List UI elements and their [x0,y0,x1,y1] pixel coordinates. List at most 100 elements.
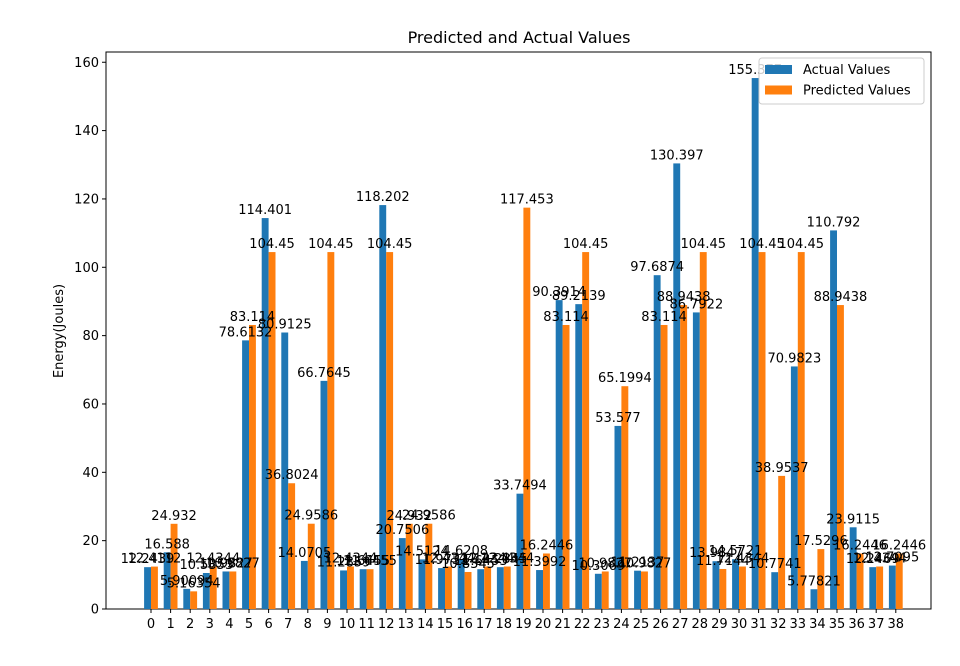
x-tick-label: 33 [790,617,807,632]
predicted-value-label: 88.9438 [814,290,868,305]
x-tick-label: 21 [554,617,571,632]
predicted-value-label: 104.45 [367,237,413,252]
predicted-value-bar [739,566,746,609]
x-tick-label: 26 [652,617,669,632]
x-tick-label: 13 [398,617,415,632]
predicted-value-bar [484,566,492,609]
predicted-value-label: 12.4344 [461,552,515,567]
x-tick-label: 29 [711,617,728,632]
x-tick-label: 14 [417,617,434,632]
predicted-value-label: 11.6455 [343,554,397,569]
predicted-value-label: 10.8345 [441,557,495,572]
actual-value-bar [261,218,269,610]
x-tick-label: 0 [147,617,155,632]
actual-value-bar [555,300,563,609]
actual-value-bar [732,559,739,609]
y-tick-label: 40 [82,466,99,481]
actual-value-label: 11.3992 [513,555,567,570]
actual-value-label: 11.6453 [454,554,508,569]
x-tick-label: 20 [535,617,552,632]
predicted-value-bar [151,566,158,609]
actual-value-label: 23.9115 [826,512,880,527]
predicted-value-label: 65.1994 [598,371,652,386]
predicted-value-label: 5.16354 [167,576,221,591]
predicted-value-bar [464,571,472,609]
predicted-value-bar [366,569,374,609]
x-tick-label: 38 [888,617,905,632]
predicted-value-label: 12.4344 [186,552,240,567]
actual-value-bar [398,538,406,609]
predicted-value-bar [837,305,844,609]
actual-value-bar [496,567,504,609]
predicted-value-label: 10.9827 [578,556,632,571]
actual-value-bar [477,569,485,609]
actual-value-label: 5.77821 [787,574,841,589]
actual-value-bar [830,230,837,609]
predicted-value-label: 12.4344 [716,552,770,567]
x-tick-label: 36 [848,617,865,632]
actual-value-bar [536,570,543,609]
actual-value-label: 10.5353 [179,558,233,573]
y-axis: 0 20 40 60 80 100 120 140 160 [74,56,106,618]
actual-value-bar [183,588,191,609]
data-labels-layer: 12.243916.5885.9009410.535310.982778.613… [121,63,926,591]
x-tick-label: 4 [225,617,233,632]
actual-value-bar [634,570,641,609]
predicted-value-label: 24.9586 [284,509,338,524]
predicted-value-bar [680,305,688,609]
predicted-value-bar [503,566,511,609]
actual-value-bar [712,561,720,609]
actual-value-bar [457,559,465,609]
actual-value-label: 11.2859 [317,555,371,570]
actual-value-bar [849,527,857,609]
actual-value-label: 118.202 [356,190,410,205]
actual-value-bar [653,275,661,609]
x-tick-label: 35 [829,617,846,632]
predicted-value-bar [327,252,335,610]
predicted-value-bar [641,571,648,609]
actual-value-bar [575,304,583,609]
x-tick-label: 18 [496,617,513,632]
x-tick-label: 12 [378,617,395,632]
predicted-value-bar [856,553,864,609]
legend-swatch [765,85,792,95]
x-tick-label: 15 [437,617,454,632]
actual-value-label: 5.90094 [160,574,214,589]
predicted-value-label: 11.7144 [696,554,750,569]
x-tick-label: 19 [515,617,532,632]
x-tick-label: 17 [476,617,493,632]
predicted-value-label: 38.9537 [755,461,809,476]
predicted-value-label: 104.45 [249,237,295,252]
x-tick-label: 30 [731,617,748,632]
x-tick-label: 8 [304,617,312,632]
predicted-value-bar [268,252,276,610]
predicted-value-label: 12.4112 [128,552,182,567]
y-tick-label: 60 [82,397,99,412]
bars-layer [144,78,903,610]
actual-value-label: 14.0705 [277,546,331,561]
predicted-value-label: 10.9827 [618,556,672,571]
predicted-value-bar [719,568,727,609]
predicted-value-bar [543,553,550,609]
predicted-value-label: 36.8024 [265,468,319,483]
x-tick-label: 34 [809,617,826,632]
actual-value-bar [418,559,426,609]
predicted-value-label: 117.453 [500,193,554,208]
predicted-value-bar [817,549,825,609]
legend-label: Predicted Values [803,84,911,99]
predicted-value-label: 16.2446 [872,538,926,553]
predicted-value-label: 10.9827 [206,556,260,571]
legend-box [758,57,925,105]
x-tick-label: 32 [770,617,787,632]
x-tick-label: 3 [206,617,214,632]
actual-value-bar [163,552,171,609]
predicted-value-bar [582,252,590,610]
predicted-value-bar [699,252,707,610]
predicted-value-label: 104.45 [739,237,785,252]
actual-value-bar [594,573,602,609]
predicted-value-bar [778,475,786,609]
x-tick-label: 2 [186,617,194,632]
actual-value-label: 10.3069 [571,559,625,574]
